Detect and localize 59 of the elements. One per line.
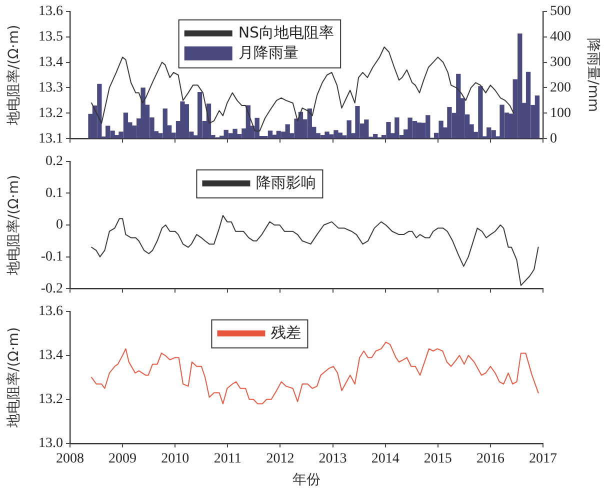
y-tick-label: 13.4 [38,348,63,364]
y-tick-label: 13.2 [38,106,63,121]
x-tick-label: 2017 [529,451,557,466]
legend-label: NS向地电阻率 [238,23,334,42]
y2-tick-label: 100 [550,106,571,121]
bar [416,122,422,138]
y-axis-title: 地电阻率/(Ω·m) [6,24,22,126]
x-tick-label: 2014 [371,451,400,466]
y-axis-title: 地电阻率/(Ω·m) [6,174,22,276]
legend-label: 月降雨量 [238,43,298,62]
y-tick-label: 13.4 [38,54,63,70]
legend-label: 降雨影响 [256,173,316,192]
y2-tick-label: 0 [550,131,557,146]
bar [447,106,452,138]
legend-label: 残差 [271,323,302,342]
y2-tick-label: 200 [550,80,571,96]
bar [184,104,190,138]
y-tick-label: 13.6 [38,4,63,20]
y2-axis-title: 降雨量/mm [584,38,601,112]
y-tick-label: 13.3 [38,80,63,96]
y-tick-label: 13.5 [38,30,63,45]
bar [355,106,360,138]
bar [272,134,277,138]
bar [180,101,185,138]
y-tick-label: 0 [56,218,63,233]
bar [232,128,238,138]
x-tick-label: 2009 [108,451,137,466]
y2-tick-label: 500 [550,4,571,20]
bar [228,133,234,138]
x-axis-title: 年份 [292,472,320,488]
bar [526,72,531,138]
y2-tick-label: 400 [550,30,571,45]
y-axis-title: 地电阻率/(Ω·m) [6,327,22,429]
bar [324,132,330,138]
x-tick-label: 2015 [424,451,452,466]
x-tick-label: 2012 [266,451,294,466]
bar [456,74,461,138]
y-tick-label: 13.2 [38,392,63,408]
bar [534,96,540,138]
y-tick-label: -0.1 [40,249,63,264]
y-tick-label: -0.2 [40,281,63,296]
y-tick-label: 0.2 [46,154,63,170]
bar [338,132,342,138]
bar [224,130,228,138]
x-tick-label: 2013 [318,451,347,466]
y-tick-label: 13.0 [38,436,63,452]
bar [197,92,202,138]
bar [394,117,400,138]
x-tick-label: 2011 [214,451,242,466]
y-tick-label: 0.1 [46,186,63,201]
bar [285,124,290,138]
bar [364,119,369,138]
y-tick-label: 13.6 [38,304,63,320]
x-tick-label: 2010 [161,451,190,466]
x-tick-label: 2008 [56,451,84,466]
x-tick-label: 2016 [476,451,504,466]
y-tick-label: 13.1 [38,131,63,146]
y2-tick-label: 300 [550,54,571,70]
bar [140,88,146,138]
